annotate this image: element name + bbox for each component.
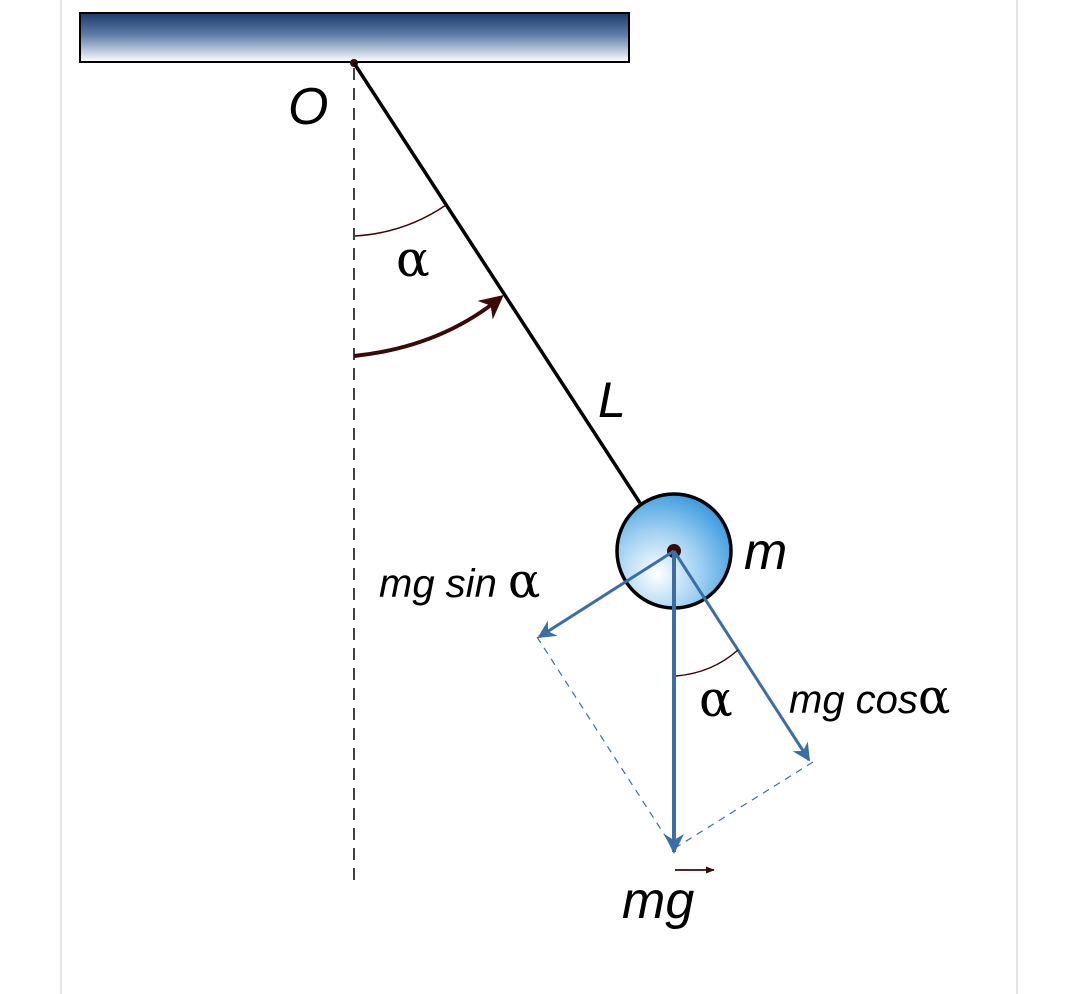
tangential-force-vector <box>537 549 675 639</box>
tangential-angle-symbol: α <box>508 553 540 609</box>
mass-label: m <box>744 523 787 581</box>
construction-line-left <box>536 636 674 849</box>
construction-line-right <box>674 761 814 849</box>
tangential-force-text: mg sin <box>379 562 508 606</box>
tangential-force-label: mg sin α <box>379 553 540 609</box>
radial-force-vector <box>672 550 811 762</box>
force-angle-label: α <box>699 670 733 728</box>
radial-angle-symbol: α <box>918 669 950 725</box>
angle-label: α <box>396 230 430 288</box>
radial-force-label: mg cosα <box>789 669 950 725</box>
angle-arc-force <box>675 649 739 677</box>
length-label: L <box>598 372 626 428</box>
pendulum-string <box>352 62 642 504</box>
ceiling-bar <box>79 12 630 63</box>
pivot-label: O <box>288 78 328 136</box>
weight-label: mg <box>622 872 694 930</box>
swing-direction-arrow <box>353 294 504 358</box>
frame-border <box>60 0 1018 994</box>
angle-arc-pivot <box>354 204 447 237</box>
radial-force-text: mg cos <box>789 678 918 722</box>
